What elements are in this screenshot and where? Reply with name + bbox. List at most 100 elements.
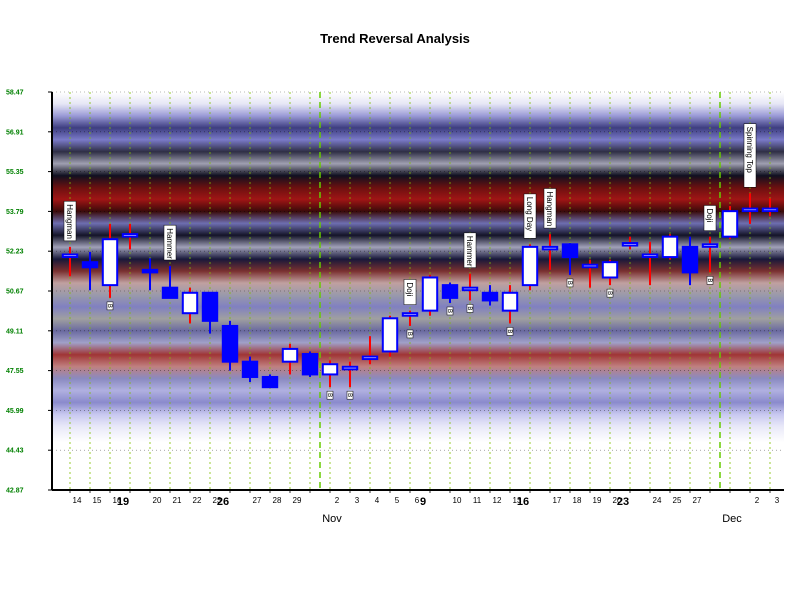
pattern-label-text: Hammer bbox=[165, 228, 174, 259]
week-label: 26 bbox=[217, 496, 229, 508]
candle-body bbox=[761, 207, 779, 213]
candle bbox=[541, 234, 559, 270]
candle: B bbox=[341, 361, 359, 400]
candle bbox=[201, 291, 219, 334]
pattern-label: Hammer bbox=[463, 232, 477, 268]
candle: B bbox=[461, 273, 479, 313]
x-tick-label: 13 bbox=[513, 496, 522, 505]
candle-body bbox=[221, 324, 239, 363]
x-tick-label: 24 bbox=[653, 496, 662, 505]
y-tick-label: 49.11 bbox=[6, 328, 23, 335]
y-axis: 42.87 44.43 45.99 47.55 49.11 50.67 52.23 53.79… bbox=[6, 90, 53, 495]
candle-body bbox=[481, 291, 499, 302]
signal-marker-box bbox=[346, 390, 354, 400]
candle-body bbox=[641, 253, 659, 259]
candle-body bbox=[321, 363, 339, 376]
candle: B bbox=[441, 282, 459, 316]
x-tick-label: 16 bbox=[113, 496, 122, 505]
candle bbox=[641, 241, 659, 286]
candle bbox=[281, 343, 299, 375]
x-tick-label: 27 bbox=[693, 496, 702, 505]
candle-body bbox=[381, 317, 399, 353]
candle-body bbox=[361, 355, 379, 361]
candle: B bbox=[401, 310, 419, 339]
candle bbox=[261, 374, 279, 389]
x-tick-label: 6 bbox=[415, 496, 420, 505]
candle-body bbox=[541, 245, 559, 251]
signal-marker: B bbox=[106, 304, 112, 308]
candle-body bbox=[461, 286, 479, 292]
x-tick-label: 15 bbox=[93, 496, 102, 505]
y-tick-label: 45.99 bbox=[6, 408, 24, 415]
x-tick-label: 27 bbox=[253, 496, 262, 505]
candle bbox=[121, 223, 139, 250]
pattern-label-box bbox=[463, 232, 477, 268]
candle-body bbox=[201, 291, 219, 322]
pattern-label-text: Spinning Top bbox=[745, 127, 754, 174]
pattern-label-text: Long Day bbox=[525, 197, 534, 231]
candle-body bbox=[581, 263, 599, 269]
candle bbox=[301, 351, 319, 377]
pattern-label: Hangman bbox=[63, 201, 77, 242]
x-tick-label: 23 bbox=[213, 496, 222, 505]
candle-body bbox=[701, 243, 719, 248]
candle bbox=[61, 246, 79, 277]
y-tick-label: 53.79 bbox=[6, 209, 24, 216]
week-label: 16 bbox=[517, 496, 529, 508]
candle bbox=[741, 193, 759, 224]
x-tick-label: 28 bbox=[273, 496, 282, 505]
pattern-label-text: Hangman bbox=[65, 204, 74, 239]
week-label: 19 bbox=[117, 496, 129, 508]
candle-body bbox=[401, 312, 419, 317]
candles: B B B B B B B B B B bbox=[61, 193, 779, 400]
candle: B bbox=[501, 285, 519, 336]
candle-body bbox=[741, 207, 759, 213]
pattern-label: Hammer bbox=[163, 224, 177, 261]
x-tick-label: 17 bbox=[553, 496, 562, 505]
gridlines bbox=[52, 91, 784, 491]
candle-body bbox=[681, 245, 699, 274]
candle bbox=[421, 274, 439, 316]
x-axis: 14 15 16 20 21 22 23 27 28 29 2 3 4 5 6 10 11 12 13 17 18 19 2… bbox=[52, 489, 784, 525]
candle bbox=[241, 356, 259, 383]
pattern-label-box bbox=[543, 188, 557, 229]
candle-body bbox=[141, 268, 159, 274]
signal-marker-box bbox=[566, 278, 574, 288]
candle-body bbox=[561, 243, 579, 259]
candle bbox=[361, 336, 379, 365]
pattern-label-text: Hammer bbox=[465, 236, 474, 267]
candle bbox=[621, 236, 639, 250]
x-tick-label: 10 bbox=[453, 496, 462, 505]
candle-body bbox=[601, 261, 619, 279]
y-tick-label: 55.35 bbox=[6, 169, 24, 176]
signal-marker: B bbox=[446, 309, 452, 313]
x-tick-label: 3 bbox=[355, 496, 360, 505]
x-tick-label: 20 bbox=[153, 496, 162, 505]
candle: B bbox=[321, 360, 339, 400]
signal-marker: B bbox=[406, 332, 412, 336]
candle-body bbox=[61, 253, 79, 259]
pattern-labels: Hangman Hammer Doji Hammer Long Day Hangman Do… bbox=[63, 123, 757, 305]
candle bbox=[761, 198, 779, 217]
pattern-label-box bbox=[523, 193, 537, 239]
week-label: 23 bbox=[617, 496, 629, 508]
signal-marker: B bbox=[606, 291, 612, 295]
x-tick-label: 21 bbox=[173, 496, 182, 505]
candle-body bbox=[101, 238, 119, 287]
candle-body bbox=[281, 347, 299, 363]
pattern-label-box bbox=[163, 224, 177, 261]
signal-marker: B bbox=[566, 281, 572, 285]
candle-body bbox=[181, 291, 199, 315]
pattern-label-box bbox=[403, 279, 417, 305]
pattern-label-text: Doji bbox=[705, 208, 714, 222]
x-tick-label: 19 bbox=[593, 496, 602, 505]
x-tick-label: 22 bbox=[193, 496, 202, 505]
candle bbox=[521, 244, 539, 291]
candle bbox=[141, 258, 159, 291]
y-tick-label: 58.47 bbox=[6, 90, 24, 97]
candle-body bbox=[621, 242, 639, 247]
candle: B bbox=[101, 223, 119, 311]
chart-title: Trend Reversal Analysis bbox=[320, 31, 470, 46]
candle-body bbox=[721, 210, 739, 238]
signal-marker-box bbox=[606, 288, 614, 298]
